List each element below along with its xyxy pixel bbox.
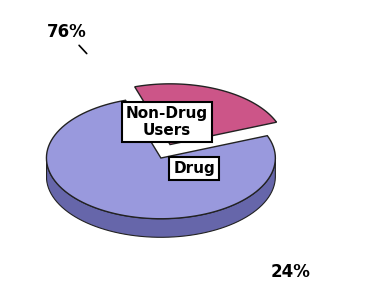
Text: Drug: Drug xyxy=(173,161,215,176)
Polygon shape xyxy=(47,159,275,237)
Polygon shape xyxy=(47,100,275,219)
Text: Non-Drug
Users: Non-Drug Users xyxy=(126,106,208,138)
Text: 24%: 24% xyxy=(270,264,310,282)
Polygon shape xyxy=(135,84,276,145)
Text: 76%: 76% xyxy=(47,22,87,54)
